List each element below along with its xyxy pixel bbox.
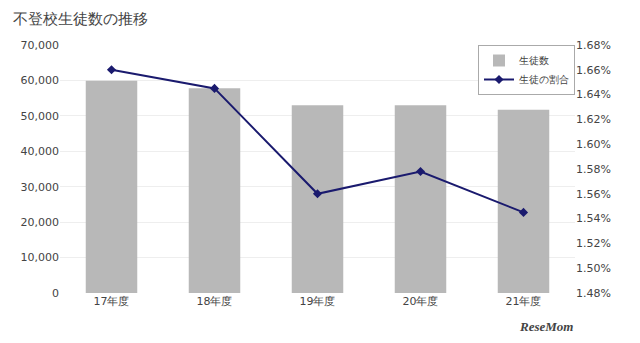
- svg-text:1.48%: 1.48%: [576, 287, 611, 300]
- svg-text:1.54%: 1.54%: [576, 212, 611, 225]
- svg-text:1.60%: 1.60%: [576, 138, 611, 151]
- svg-text:1.64%: 1.64%: [576, 88, 611, 101]
- svg-text:60,000: 60,000: [21, 74, 60, 87]
- svg-text:70,000: 70,000: [21, 39, 60, 52]
- svg-text:20,000: 20,000: [21, 216, 60, 229]
- svg-text:不登校生徒数の推移: 不登校生徒数の推移: [13, 10, 148, 28]
- svg-text:40,000: 40,000: [21, 145, 60, 158]
- svg-text:生徒数: 生徒数: [519, 55, 549, 66]
- svg-text:21年度: 21年度: [506, 295, 542, 308]
- svg-text:1.50%: 1.50%: [576, 262, 611, 275]
- svg-text:50,000: 50,000: [21, 110, 60, 123]
- svg-text:1.62%: 1.62%: [576, 113, 611, 126]
- svg-text:0: 0: [52, 287, 59, 300]
- svg-text:1.68%: 1.68%: [576, 39, 611, 52]
- svg-text:1.58%: 1.58%: [576, 163, 611, 176]
- svg-text:1.56%: 1.56%: [576, 188, 611, 201]
- svg-text:ReseMom: ReseMom: [519, 319, 573, 334]
- svg-text:1.52%: 1.52%: [576, 237, 611, 250]
- svg-text:19年度: 19年度: [300, 295, 336, 308]
- svg-text:1.66%: 1.66%: [576, 64, 611, 77]
- svg-text:生徒の割合: 生徒の割合: [519, 74, 569, 85]
- svg-text:20年度: 20年度: [403, 295, 439, 308]
- svg-text:17年度: 17年度: [94, 295, 130, 308]
- svg-text:18年度: 18年度: [197, 295, 233, 308]
- svg-text:30,000: 30,000: [21, 181, 60, 194]
- svg-text:10,000: 10,000: [21, 251, 60, 264]
